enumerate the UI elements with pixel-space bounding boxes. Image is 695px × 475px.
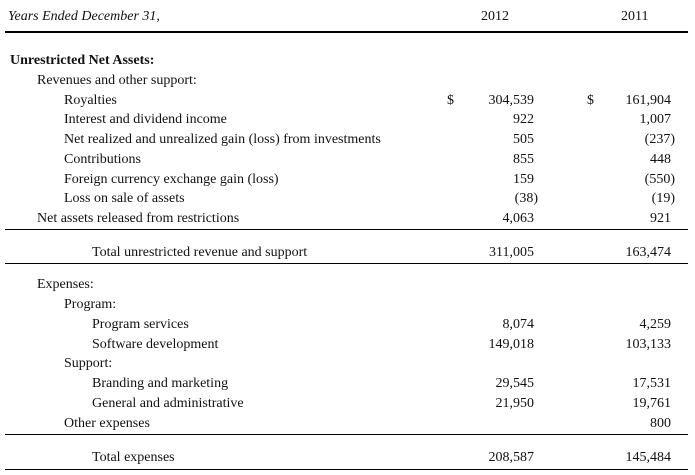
value-2011: 145,484 [625, 450, 672, 465]
value-2012: 159 [513, 172, 534, 187]
row-label: Program services [92, 317, 189, 332]
row-label: Interest and dividend income [64, 112, 227, 127]
value-2011: 4,259 [639, 317, 672, 332]
row-label: Software development [92, 337, 219, 352]
header-rule [5, 31, 688, 33]
value-2011: (550) [644, 172, 675, 187]
subtotal-rule [5, 434, 688, 435]
row-label: Net assets released from restrictions [37, 211, 240, 226]
value-2012: 21,950 [495, 396, 535, 411]
value-2012: 922 [513, 112, 534, 127]
row-label: Total unrestricted revenue and support [92, 245, 308, 260]
value-2012: 311,005 [489, 245, 534, 260]
total-revenue-rule [5, 263, 688, 264]
subtotal-rule [5, 229, 688, 230]
revenues-label: Revenues and other support: [37, 73, 197, 88]
value-2012: 505 [513, 132, 534, 147]
value-2011: 800 [650, 416, 671, 431]
row-label: Loss on sale of assets [64, 191, 185, 206]
support-label: Support: [64, 356, 113, 371]
year-2012-header: 2012 [481, 9, 509, 24]
value-2011: 19,761 [632, 396, 672, 411]
value-2012: 304,539 [488, 93, 535, 108]
value-2012: 4,063 [502, 211, 535, 226]
value-2012: 29,545 [495, 376, 535, 391]
row-label: Other expenses [64, 416, 150, 431]
value-2011: (19) [651, 191, 675, 206]
value-2011: 17,531 [632, 376, 672, 391]
value-2012: (38) [514, 191, 538, 206]
program-label: Program: [64, 297, 117, 312]
row-label: Branding and marketing [92, 376, 229, 391]
row-label: Total expenses [92, 450, 175, 465]
value-2011: 448 [650, 152, 671, 167]
value-2012: 208,587 [488, 450, 535, 465]
value-2011: 161,904 [625, 93, 672, 108]
value-2011: 1,007 [639, 112, 672, 127]
total-expenses-rule [5, 469, 688, 470]
value-2012: 855 [513, 152, 534, 167]
currency-symbol: $ [587, 93, 594, 108]
expenses-label: Expenses: [37, 277, 94, 292]
value-2012: 8,074 [502, 317, 535, 332]
value-2011: 163,474 [625, 245, 672, 260]
currency-symbol: $ [447, 93, 454, 108]
row-label: General and administrative [92, 396, 244, 411]
period-label: Years Ended December 31, [8, 9, 160, 24]
value-2011: 103,133 [625, 337, 672, 352]
value-2011: (237) [644, 132, 675, 147]
section-title: Unrestricted Net Assets: [10, 53, 155, 68]
row-label: Royalties [64, 93, 117, 108]
value-2012: 149,018 [488, 337, 535, 352]
row-label: Net realized and unrealized gain (loss) … [64, 132, 381, 147]
year-2011-header: 2011 [621, 9, 649, 24]
row-label: Contributions [64, 152, 142, 167]
row-label: Foreign currency exchange gain (loss) [64, 172, 279, 187]
value-2011: 921 [650, 211, 671, 226]
